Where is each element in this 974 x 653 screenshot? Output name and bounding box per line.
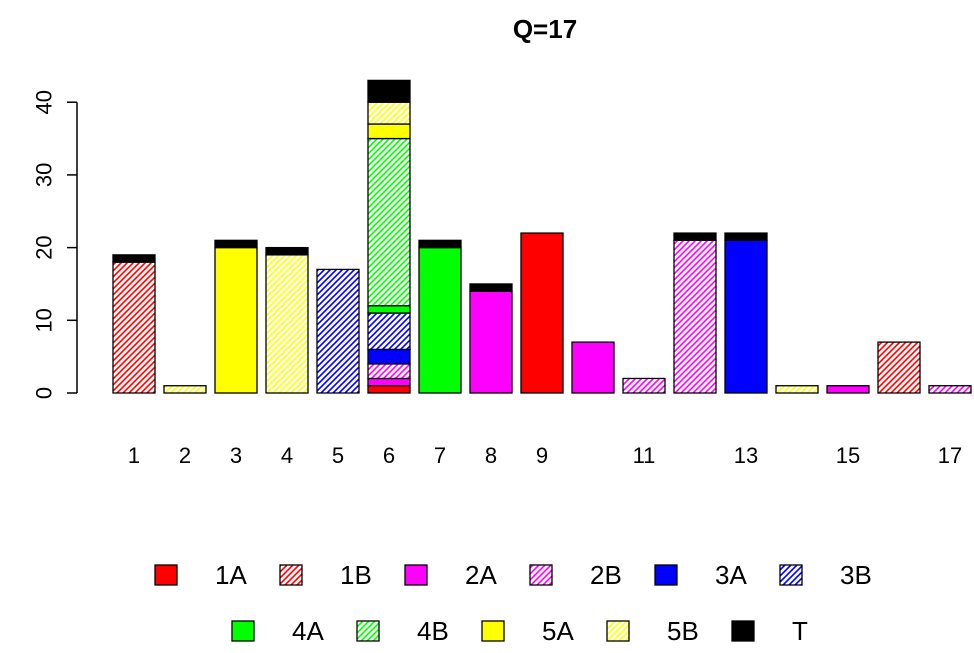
legend-swatch-5A [481, 620, 505, 642]
legend-swatch-5B [606, 620, 630, 642]
bar-segment-12-2B [673, 239, 717, 394]
legend-label-2A: 2A [465, 560, 497, 590]
x-tick-label: 13 [734, 443, 758, 468]
y-tick-label: 30 [32, 163, 57, 187]
bar-segment-10-2A [571, 341, 615, 394]
y-tick-label: 40 [32, 90, 57, 114]
legend-swatch-3A [654, 564, 678, 586]
bar-segment-6-2A [367, 377, 411, 387]
bar-segment-3-5A [214, 246, 258, 394]
bar-segment-6-3A [367, 348, 411, 365]
bar-segment-7-T [418, 239, 462, 249]
legend-label-T: T [792, 616, 808, 646]
legend-label-1B: 1B [340, 560, 372, 590]
x-tick-label: 5 [332, 443, 344, 468]
legend-swatch-1B [279, 564, 303, 586]
legend-swatch-3B [779, 564, 803, 586]
bar-segment-8-2A [469, 290, 513, 394]
legend-label-5B: 5B [667, 616, 699, 646]
x-tick-label: 6 [383, 443, 395, 468]
bar-segment-6-4B [367, 137, 411, 307]
bar-segment-12-T [673, 232, 717, 241]
bar-segment-7-4A [418, 246, 462, 394]
x-tick-label: 2 [179, 443, 191, 468]
bar-segment-2-5B [163, 385, 207, 394]
bar-segment-4-5B [265, 254, 309, 394]
bar-segment-6-5B [367, 101, 411, 125]
bar-segment-8-T [469, 283, 513, 292]
bar-segment-16-1B [877, 341, 921, 394]
bar-segment-15-2A [826, 385, 870, 394]
x-tick-label: 8 [485, 443, 497, 468]
bar-segment-3-T [214, 239, 258, 249]
x-tick-label: 1 [128, 443, 140, 468]
y-tick-label: 0 [32, 387, 57, 399]
bar-segment-11-2B [622, 377, 666, 394]
legend-swatch-2A [404, 564, 428, 586]
bar-segment-5-3B [316, 268, 360, 394]
y-tick-label: 20 [32, 235, 57, 259]
y-axis: 0 10 20 30 40 [32, 90, 78, 399]
bar-segment-6-5A [367, 123, 411, 140]
x-tick-label: 4 [281, 443, 293, 468]
x-tick-label: 15 [836, 443, 860, 468]
bar-segment-6-T [367, 79, 411, 103]
x-tick-label: 3 [230, 443, 242, 468]
x-tick-label: 9 [536, 443, 548, 468]
bar-segment-4-T [265, 246, 309, 256]
bar-segment-13-T [724, 232, 768, 241]
bar-segment-6-1A [367, 385, 411, 394]
bar-segment-6-4A [367, 305, 411, 314]
legend-label-5A: 5A [542, 616, 574, 646]
bar-segment-17-2B [928, 385, 972, 394]
bar-segment-13-3A [724, 239, 768, 394]
bars-group [112, 79, 972, 394]
bar-segment-6-3B [367, 312, 411, 351]
legend: 1A 1B 2A 2B 3A 3B 4A 4B 5A 5B T [154, 560, 872, 646]
legend-swatch-1A [154, 564, 178, 586]
legend-swatch-4B [356, 620, 380, 642]
legend-swatch-4A [231, 620, 255, 642]
bar-segment-1-1B [112, 261, 156, 394]
legend-label-2B: 2B [590, 560, 622, 590]
legend-label-1A: 1A [215, 560, 247, 590]
bar-segment-14-5B [775, 385, 819, 394]
x-axis-labels: 1 2 3 4 5 6 7 8 9 11 13 15 17 [128, 443, 962, 468]
legend-label-3B: 3B [840, 560, 872, 590]
bar-segment-6-2B [367, 363, 411, 380]
bar-segment-9-1A [520, 232, 564, 394]
legend-label-3A: 3A [715, 560, 747, 590]
x-tick-label: 11 [633, 443, 656, 468]
legend-swatch-2B [529, 564, 553, 586]
chart-title: Q=17 [513, 14, 577, 44]
legend-label-4A: 4A [292, 616, 324, 646]
legend-label-4B: 4B [417, 616, 449, 646]
x-tick-label: 7 [434, 443, 446, 468]
x-tick-label: 17 [938, 443, 962, 468]
bar-segment-1-T [112, 254, 156, 263]
y-tick-label: 10 [32, 308, 57, 332]
legend-swatch-T [731, 620, 755, 642]
